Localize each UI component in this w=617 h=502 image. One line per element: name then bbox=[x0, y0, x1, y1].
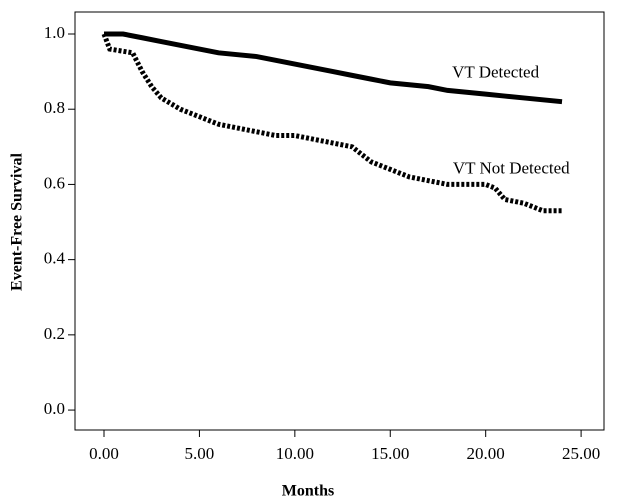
y-tick-label: 0.2 bbox=[44, 324, 65, 343]
series-label: VT Detected bbox=[452, 62, 540, 81]
y-tick-label: 0.0 bbox=[44, 399, 65, 418]
x-tick-label: 20.00 bbox=[467, 444, 505, 463]
y-tick-label: 0.4 bbox=[44, 249, 66, 268]
x-tick-label: 25.00 bbox=[562, 444, 600, 463]
x-tick-label: 15.00 bbox=[371, 444, 409, 463]
series-label: VT Not Detected bbox=[453, 158, 570, 177]
plot-frame bbox=[74, 11, 605, 431]
y-tick-label: 0.8 bbox=[44, 98, 65, 117]
x-tick-label: 5.00 bbox=[185, 444, 215, 463]
x-tick-label: 10.00 bbox=[276, 444, 314, 463]
y-axis-label: Event-Free Survival bbox=[9, 152, 26, 290]
x-tick-label: 0.00 bbox=[89, 444, 119, 463]
y-tick-label: 1.0 bbox=[44, 23, 65, 42]
survival-line bbox=[101, 33, 563, 214]
y-tick-label: 0.6 bbox=[44, 173, 65, 192]
survival-line bbox=[104, 31, 563, 105]
x-axis-label: Months bbox=[282, 483, 334, 500]
